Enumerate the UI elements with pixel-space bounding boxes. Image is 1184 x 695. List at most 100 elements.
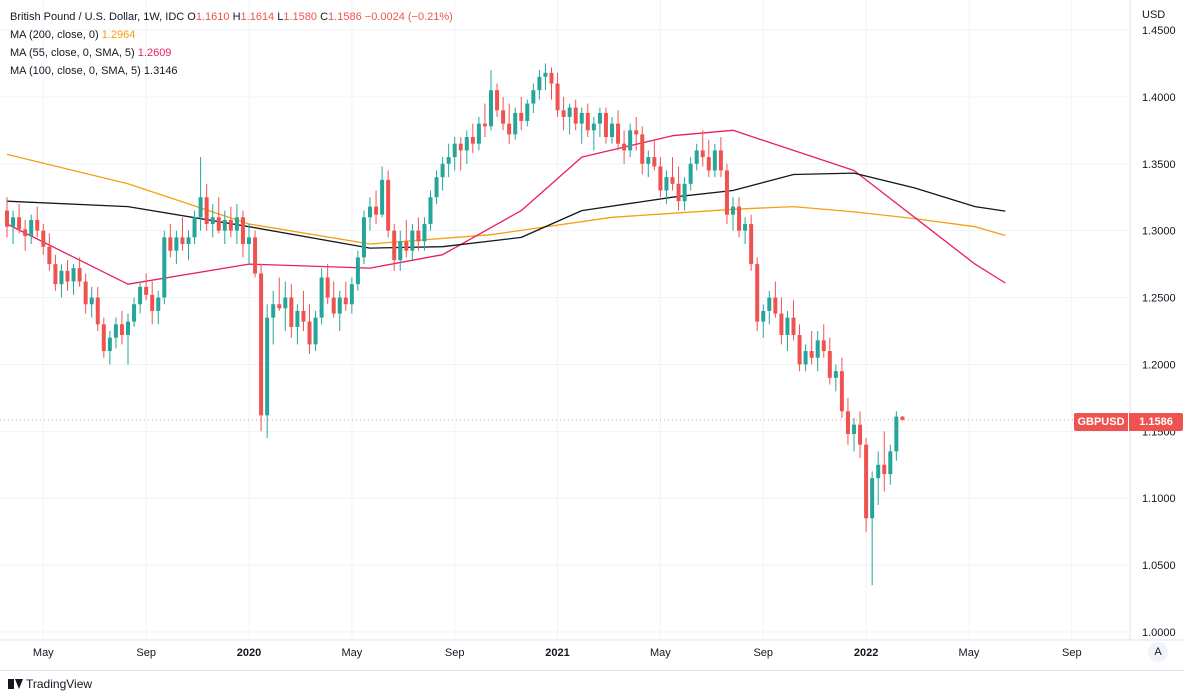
auto-scale-button[interactable]: A (1148, 642, 1168, 662)
candle (71, 264, 76, 295)
candle (240, 210, 245, 258)
candle-body (622, 143, 627, 151)
last-price-tag: 1.1586 (1129, 413, 1183, 431)
legend-open-label: O (187, 11, 196, 23)
candle (29, 214, 34, 245)
candle-body (610, 123, 614, 138)
candle (283, 281, 288, 331)
candle (767, 290, 772, 325)
candle-body (712, 150, 717, 171)
legend-close-value: 1.1586 (328, 11, 362, 23)
price-tick-label: 1.4000 (1142, 92, 1176, 104)
candle-body (253, 237, 258, 274)
legend-ma200-value: 1.2964 (101, 29, 136, 41)
candle-body (162, 237, 167, 298)
candle (646, 150, 651, 178)
ma55-line (6, 129, 1006, 285)
time-tick-label: 2021 (545, 647, 569, 659)
time-axis: May Sep 2020 May Sep 2021 May Sep 2022 May Sep (33, 647, 1082, 659)
candle-body (616, 123, 621, 144)
candle (349, 277, 354, 314)
candle-body (355, 257, 360, 285)
price-axis: 1.45001.40001.35001.30001.25001.20001.15… (1142, 25, 1176, 639)
candle (555, 72, 560, 117)
candle-body (331, 297, 336, 314)
candle-body (101, 324, 106, 352)
tradingview-logo[interactable]: TradingView (8, 677, 92, 691)
candlestick-series (0, 63, 1128, 586)
candle-body (531, 90, 536, 104)
candle-body (440, 163, 445, 178)
candle-body (561, 110, 566, 117)
symbol-price-tag: GBPUSD (1074, 413, 1128, 431)
candle-body (646, 157, 651, 164)
candle-body (343, 297, 348, 305)
candle (894, 411, 899, 461)
candle-body (567, 107, 572, 117)
candle-body (410, 230, 415, 251)
candle (755, 257, 760, 331)
candle-body (658, 166, 663, 191)
candle (513, 107, 518, 140)
candle (319, 268, 324, 325)
candle (410, 223, 415, 261)
time-tick-label: May (959, 647, 980, 659)
candle-body (809, 351, 814, 358)
candle (900, 416, 905, 421)
price-chart[interactable]: 1.4500 1.4000 1.3500 1.3000 1.2500 1.2000 1.15… (0, 0, 1184, 670)
candle-body (23, 229, 28, 237)
candle-body (337, 297, 342, 314)
candle (361, 210, 366, 265)
candle (507, 103, 512, 144)
moving-average-lines (6, 129, 1006, 285)
candle-body (513, 112, 518, 135)
legend-ma55-row[interactable]: MA (55, close, 0, SMA, 5) 1.2609 (10, 44, 453, 62)
candle (482, 103, 487, 138)
candle-body (821, 340, 826, 352)
candle-body (301, 310, 306, 322)
candle (331, 281, 336, 318)
candle (676, 166, 681, 211)
candle (803, 344, 808, 372)
candle (537, 70, 542, 100)
time-tick-label: Sep (136, 647, 156, 659)
candle (791, 300, 796, 341)
candle (525, 99, 530, 127)
legend-ma200-row[interactable]: MA (200, close, 0) 1.2964 (10, 26, 453, 44)
candle-body (11, 217, 16, 227)
candle (567, 103, 572, 135)
candle-body (168, 237, 173, 251)
candle-body (555, 83, 560, 111)
candle-body (174, 237, 179, 251)
candle (95, 286, 100, 331)
candle-body (737, 206, 742, 231)
candle-body (295, 310, 300, 327)
time-tick-label: 2022 (854, 647, 878, 659)
candle-body (17, 217, 22, 230)
candle (186, 230, 191, 261)
candle-body (434, 177, 439, 198)
candle (83, 273, 88, 314)
candle-body (827, 351, 832, 378)
legend-high-label: H (232, 11, 241, 23)
candle-body (107, 337, 112, 352)
candle-body (785, 317, 790, 336)
candle-body (89, 297, 94, 305)
candle-body (204, 197, 209, 224)
candle (53, 254, 58, 291)
candle (259, 264, 264, 432)
legend-ma100-row[interactable]: MA (100, close, 0, SMA, 5) 1.3146 (10, 62, 453, 80)
candle (65, 260, 70, 291)
candle (501, 96, 506, 131)
candle (628, 123, 633, 158)
candle-body (743, 223, 748, 231)
time-tick-label: May (341, 647, 362, 659)
price-tick-label: 1.1000 (1142, 493, 1176, 505)
candle-body (900, 416, 905, 420)
candle (150, 281, 155, 325)
candle (797, 324, 802, 372)
candle (440, 157, 445, 191)
candle-body (773, 297, 778, 314)
candle (452, 137, 457, 171)
candle-body (724, 170, 729, 215)
